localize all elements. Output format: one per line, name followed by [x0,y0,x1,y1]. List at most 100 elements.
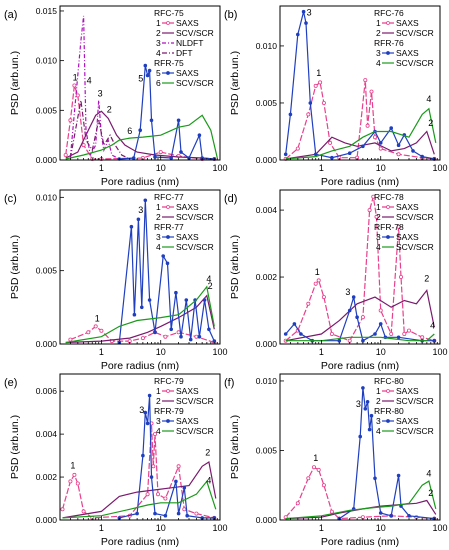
data-point [389,126,394,130]
data-point [321,483,326,488]
data-point [149,118,154,123]
legend-entry-label: SAXS [396,202,419,212]
legend-key: 3 [156,38,161,48]
plot-frame [279,5,441,161]
curve-label: 2 [424,274,429,284]
x-tick-label: 10 [156,523,166,533]
data-point [329,509,334,514]
series-line-4 [62,480,217,519]
data-point [147,298,152,302]
legend-key: 1 [156,18,161,28]
legend-key: 4 [156,426,161,436]
legend-group-title: RFC-76 [374,8,404,18]
legend-key: 1 [376,386,381,396]
series-1-group [283,78,437,161]
data-point [68,479,73,484]
legend-entry-label: SCV/SCR [396,396,434,406]
data-point [373,476,377,481]
curve-label: 6 [127,126,132,136]
plot-frame [59,5,221,161]
data-point [140,305,144,310]
legend-marker [166,419,170,423]
series-line-2 [62,461,217,519]
curve-label: 2 [205,448,210,458]
legend-marker [166,235,170,239]
legend-entry-label: SAXS [176,386,199,396]
legend-group-title: RFR-78 [374,222,404,232]
data-point [143,410,148,415]
legend-key: 6 [156,78,161,88]
data-point [185,513,190,518]
data-point [299,332,303,336]
y-tick-label: 0.004 [256,205,278,215]
legend-group-title: RFC-80 [374,376,404,386]
legend-entry-label: DFT [176,48,193,58]
x-axis-label: Pore radius (nm) [101,536,179,548]
curve-label: 4 [87,76,92,86]
series-line-6 [65,114,218,160]
legend-entry-label: SCV/SCR [176,78,214,88]
legend-entry-label: SAXS [176,416,199,426]
x-tick-label: 1 [319,523,324,533]
legend-key: 2 [376,212,381,222]
legend-key: 1 [156,202,161,212]
legend-group-title: RFC-75 [154,8,184,18]
x-axis-label: Pore radius (nm) [321,360,399,372]
data-point [306,112,311,117]
series-1-group [283,465,437,521]
y-axis-label: PSD (arb.un.) [229,235,241,299]
data-point [86,330,91,335]
data-point [60,507,65,512]
x-tick-label: 10 [156,163,166,173]
y-tick-label: 0.002 [256,272,278,282]
curve-label: 1 [73,73,78,83]
legend-key: 5 [156,68,161,78]
data-point [374,214,379,219]
y-axis-label: PSD (arb.un.) [9,51,21,115]
data-point [75,93,80,98]
data-point [194,334,199,339]
legend-group-title: RFC-77 [154,192,184,202]
legend-group-title: RFR-76 [374,38,404,48]
data-point [329,331,334,336]
data-point [398,274,403,279]
curve-label: 4 [206,476,211,486]
legend-marker [386,51,390,55]
data-point [369,89,374,94]
data-point [283,152,288,157]
data-point [161,254,166,258]
legend-entry-label: SCV/SCR [176,28,214,38]
panel-label: (a) [4,9,17,21]
legend-key: 4 [376,242,381,252]
y-tick-label: 0.000 [36,515,58,525]
x-tick-label: 100 [432,163,447,173]
data-point [169,327,174,332]
data-point [369,413,374,418]
series-1-group [60,421,217,520]
legend-marker [166,389,170,393]
legend-group-title: RFR-75 [154,58,184,68]
data-point [174,479,178,484]
data-point [151,464,156,469]
y-tick-label: 0.000 [256,339,278,349]
legend-entry-label: SAXS [176,68,199,78]
data-point [72,83,77,88]
y-tick-label: 0.005 [256,445,278,455]
data-point [363,78,368,83]
series-line-4 [285,480,437,520]
panel-label: (f) [224,377,234,389]
legend-key: 2 [376,28,381,38]
data-point [371,194,376,199]
y-tick-label: 0.005 [36,105,58,115]
data-point [143,63,148,68]
series-4-group [285,107,437,160]
y-tick-label: 0.005 [36,266,58,276]
series-2-group [65,110,215,160]
data-point [316,278,321,283]
legend-entry-label: SAXS [396,48,419,58]
data-point [378,511,383,515]
y-tick-label: 0.015 [36,6,58,16]
data-point [68,337,73,342]
